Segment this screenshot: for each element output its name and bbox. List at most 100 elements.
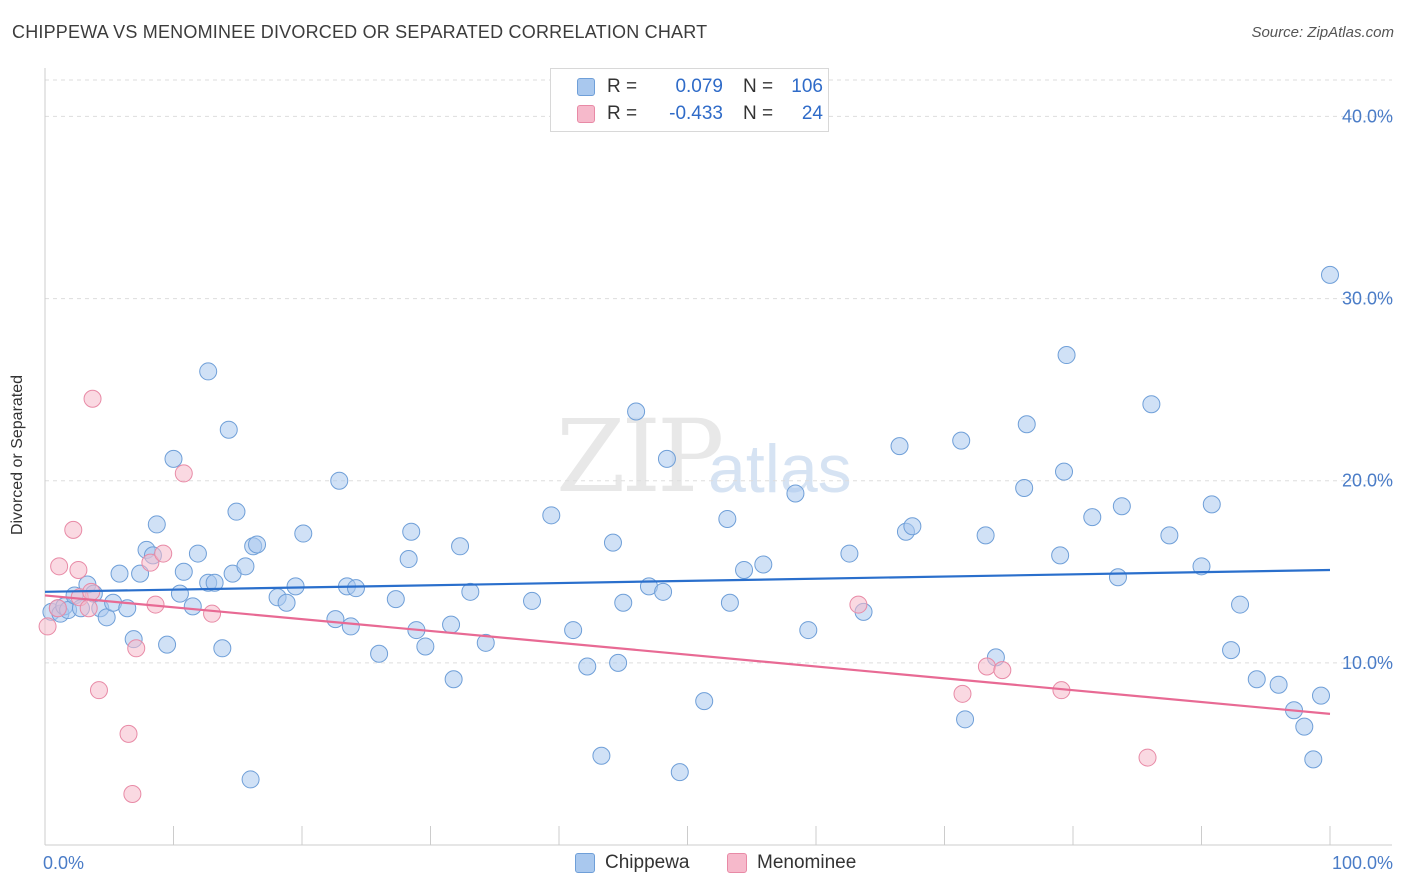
menominee-legend-swatch — [727, 853, 747, 873]
menominee-swatch — [577, 105, 595, 123]
chippewa-point — [399, 550, 418, 569]
chippewa-point — [1231, 595, 1250, 614]
chippewa-point — [461, 582, 480, 601]
correlation-legend: R = 0.079 N = 106 R = -0.433 N = 24 — [550, 68, 829, 132]
chippewa-point — [695, 692, 714, 711]
chippewa-point — [952, 431, 971, 450]
legend-row-menominee: R = -0.433 N = 24 — [551, 101, 823, 127]
chippewa-point — [1051, 546, 1070, 565]
chippewa-point — [799, 621, 818, 640]
menominee-point — [203, 604, 222, 623]
chippewa-point — [442, 615, 461, 634]
chippewa-point — [1321, 265, 1339, 284]
y-tick-label: 20.0% — [1342, 471, 1393, 491]
legend-r-label: R = — [607, 103, 638, 124]
menominee-point — [849, 595, 868, 614]
chippewa-point — [542, 506, 561, 525]
chippewa-point — [1304, 750, 1323, 769]
chippewa-point — [147, 515, 166, 534]
menominee-point — [993, 661, 1012, 680]
chippewa-point — [286, 577, 305, 596]
menominee-trend-line — [44, 594, 1331, 715]
chippewa-point — [1295, 717, 1314, 736]
chippewa-point — [1202, 495, 1221, 514]
menominee-point — [38, 617, 57, 636]
y-tick-label: 40.0% — [1342, 106, 1393, 126]
chippewa-point — [1083, 508, 1102, 527]
chippewa-point — [523, 591, 542, 610]
menominee-point — [119, 724, 138, 743]
menominee-point — [141, 553, 160, 572]
chippewa-point — [657, 449, 676, 468]
chippewa-point — [1015, 479, 1034, 497]
chart-title: CHIPPEWA VS MENOMINEE DIVORCED OR SEPARA… — [12, 22, 708, 42]
legend-r-value: 0.079 — [675, 76, 723, 97]
chippewa-point — [444, 670, 463, 689]
menominee-point — [123, 785, 142, 803]
chippewa-point — [654, 582, 673, 601]
chippewa-point — [236, 557, 255, 576]
chippewa-point — [416, 637, 435, 656]
chippewa-point — [188, 544, 207, 563]
menominee-point — [953, 684, 972, 703]
chippewa-point — [174, 562, 193, 581]
x-tick-label: 0.0% — [43, 853, 84, 873]
menominee-point — [83, 389, 102, 408]
series-legend: Chippewa Menominee — [0, 852, 1406, 878]
chippewa-point — [1017, 415, 1036, 434]
menominee-point — [50, 557, 69, 576]
source-credit: Source: ZipAtlas.com — [1251, 24, 1394, 41]
legend-n-label: N = — [743, 103, 774, 124]
menominee-point — [64, 520, 83, 539]
chippewa-point — [205, 573, 224, 592]
chippewa-point — [199, 362, 218, 381]
chippewa-point — [326, 610, 345, 629]
chippewa-point — [840, 544, 859, 563]
chippewa-point — [370, 644, 389, 663]
chippewa-point — [1269, 675, 1288, 694]
legend-n-label: N = — [743, 76, 774, 97]
menominee-point — [89, 681, 108, 700]
chippewa-point — [219, 420, 238, 439]
chippewa-point — [564, 621, 583, 640]
menominee-point — [79, 599, 98, 618]
chippewa-point — [754, 555, 773, 574]
chippewa-point — [1192, 557, 1211, 576]
chippewa-point — [1108, 568, 1127, 587]
chippewa-point — [592, 746, 611, 765]
chippewa-point — [890, 437, 909, 456]
chippewa-legend-swatch — [575, 853, 595, 873]
chippewa-point — [346, 579, 365, 598]
chippewa-point — [294, 524, 313, 543]
legend-label-menominee: Menominee — [757, 852, 857, 873]
chippewa-point — [614, 593, 633, 612]
chippewa-point — [1160, 526, 1179, 545]
y-tick-label: 30.0% — [1342, 289, 1393, 309]
chippewa-point — [402, 522, 421, 541]
chippewa-point — [1222, 641, 1241, 660]
menominee-point — [1138, 748, 1157, 767]
chippewa-point — [341, 617, 360, 636]
chippewa-point — [451, 537, 470, 556]
menominee-point — [48, 599, 67, 618]
chippewa-point — [1112, 497, 1131, 516]
legend-r-value: -0.433 — [669, 103, 723, 124]
chippewa-point — [241, 770, 260, 789]
chippewa-point — [720, 593, 739, 612]
chippewa-point — [1055, 462, 1074, 481]
menominee-point — [174, 464, 193, 483]
chippewa-point — [164, 449, 183, 468]
chippewa-point — [213, 639, 232, 658]
menominee-point — [127, 639, 146, 658]
legend-row-chippewa: R = 0.079 N = 106 — [551, 74, 823, 100]
chippewa-point — [158, 635, 177, 654]
chippewa-point — [330, 471, 349, 490]
chippewa-trend-line — [44, 568, 1331, 593]
chippewa-point — [277, 593, 296, 612]
chippewa-point — [1312, 686, 1331, 705]
watermark-atlas: atlas — [708, 431, 852, 507]
chippewa-point — [183, 597, 202, 616]
chippewa-point — [609, 653, 628, 672]
legend-r-label: R = — [607, 76, 638, 97]
menominee-point — [69, 560, 88, 579]
